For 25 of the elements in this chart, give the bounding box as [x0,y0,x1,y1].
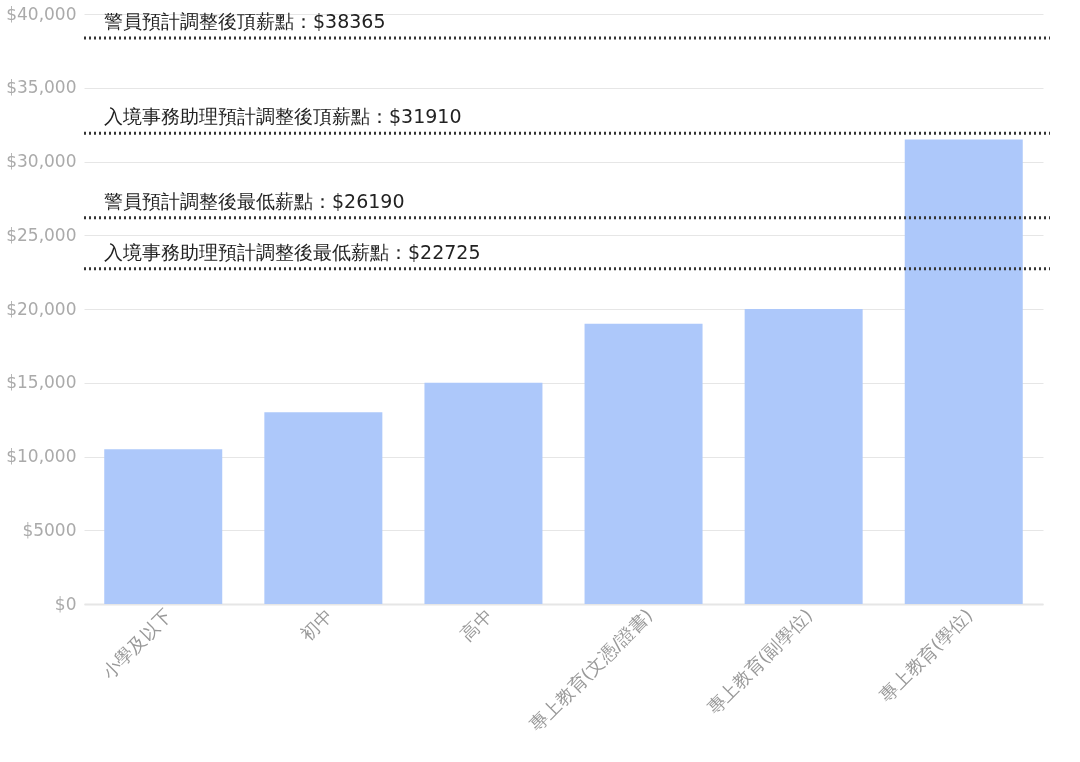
bar [104,449,223,604]
x-tick-label: 專上教育(副學位) [702,604,817,719]
bar [424,382,543,604]
bar [264,412,383,604]
y-tick-label: $25,000 [6,224,77,245]
y-tick-label: $5000 [22,519,77,540]
y-tick-label: $15,000 [6,372,77,393]
x-tick-label: 初中 [295,604,337,645]
x-tick-label: 專上教育(文憑/證書) [525,604,657,736]
y-tick-label: $30,000 [6,151,77,171]
bar [904,139,1023,604]
x-tick-label: 專上教育(學位) [875,604,977,706]
bar [744,309,863,604]
y-tick-label: $40,000 [6,3,77,24]
ref-line-label: 警員預計調整後最低薪點：$26190 [104,189,405,212]
y-tick-label: $10,000 [6,446,77,466]
bar [584,323,703,604]
x-tick-label: 小學及以下 [97,604,176,683]
ref-line-label: 入境事務助理預計調整後最低薪點：$22725 [104,240,481,263]
ref-line-label: 入境事務助理預計調整後頂薪點：$31910 [104,105,462,128]
y-tick-label: $35,000 [6,77,77,98]
x-tick-label: 高中 [455,604,497,645]
y-tick-label: $20,000 [6,298,77,319]
y-tick-label: $0 [54,593,77,614]
ref-line-label: 警員預計調整後頂薪點：$38365 [104,10,386,33]
